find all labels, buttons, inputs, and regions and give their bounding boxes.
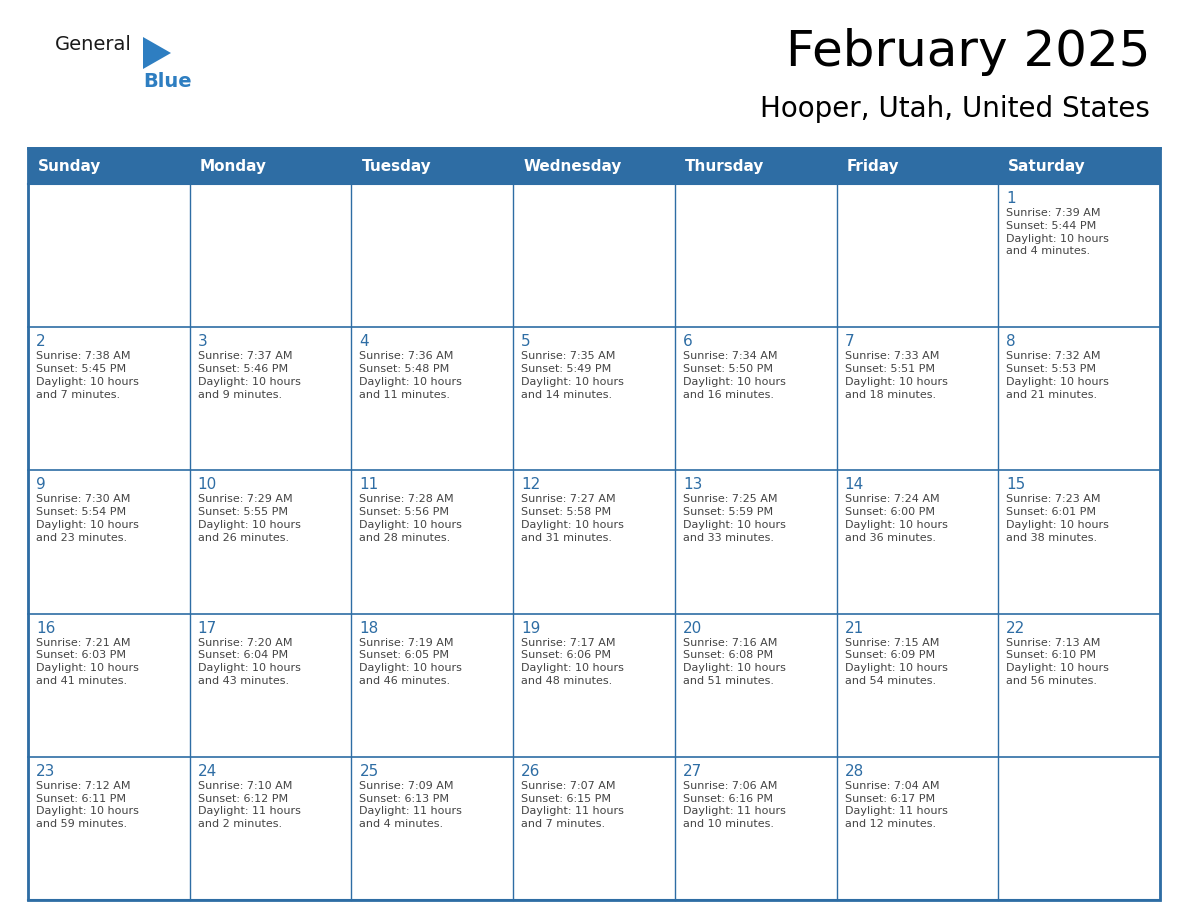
Text: Sunrise: 7:27 AM
Sunset: 5:58 PM
Daylight: 10 hours
and 31 minutes.: Sunrise: 7:27 AM Sunset: 5:58 PM Dayligh… [522,495,624,543]
Text: Sunrise: 7:38 AM
Sunset: 5:45 PM
Daylight: 10 hours
and 7 minutes.: Sunrise: 7:38 AM Sunset: 5:45 PM Dayligh… [36,352,139,399]
Bar [29,613,1159,756]
Text: 15: 15 [1006,477,1025,492]
Text: Sunrise: 7:35 AM
Sunset: 5:49 PM
Daylight: 10 hours
and 14 minutes.: Sunrise: 7:35 AM Sunset: 5:49 PM Dayligh… [522,352,624,399]
Text: Sunrise: 7:30 AM
Sunset: 5:54 PM
Daylight: 10 hours
and 23 minutes.: Sunrise: 7:30 AM Sunset: 5:54 PM Dayligh… [36,495,139,543]
Text: Sunrise: 7:06 AM
Sunset: 6:16 PM
Daylight: 11 hours
and 10 minutes.: Sunrise: 7:06 AM Sunset: 6:16 PM Dayligh… [683,781,785,829]
Bar [29,327,1159,470]
Text: 17: 17 [197,621,217,635]
Text: February 2025: February 2025 [785,28,1150,76]
Bar [29,148,1159,900]
Text: Sunrise: 7:34 AM
Sunset: 5:50 PM
Daylight: 10 hours
and 16 minutes.: Sunrise: 7:34 AM Sunset: 5:50 PM Dayligh… [683,352,785,399]
Text: Tuesday: Tuesday [361,159,431,174]
Text: 22: 22 [1006,621,1025,635]
Text: Sunrise: 7:19 AM
Sunset: 6:05 PM
Daylight: 10 hours
and 46 minutes.: Sunrise: 7:19 AM Sunset: 6:05 PM Dayligh… [360,638,462,686]
Text: 11: 11 [360,477,379,492]
Text: Saturday: Saturday [1009,159,1086,174]
Text: Wednesday: Wednesday [523,159,621,174]
Text: 6: 6 [683,334,693,349]
Text: Hooper, Utah, United States: Hooper, Utah, United States [760,95,1150,123]
Text: Blue: Blue [143,72,191,91]
Text: Sunrise: 7:04 AM
Sunset: 6:17 PM
Daylight: 11 hours
and 12 minutes.: Sunrise: 7:04 AM Sunset: 6:17 PM Dayligh… [845,781,948,829]
Text: Sunrise: 7:16 AM
Sunset: 6:08 PM
Daylight: 10 hours
and 51 minutes.: Sunrise: 7:16 AM Sunset: 6:08 PM Dayligh… [683,638,785,686]
Bar [29,184,1159,327]
Text: Sunrise: 7:29 AM
Sunset: 5:55 PM
Daylight: 10 hours
and 26 minutes.: Sunrise: 7:29 AM Sunset: 5:55 PM Dayligh… [197,495,301,543]
Text: Sunrise: 7:36 AM
Sunset: 5:48 PM
Daylight: 10 hours
and 11 minutes.: Sunrise: 7:36 AM Sunset: 5:48 PM Dayligh… [360,352,462,399]
Text: 27: 27 [683,764,702,778]
Text: Sunrise: 7:32 AM
Sunset: 5:53 PM
Daylight: 10 hours
and 21 minutes.: Sunrise: 7:32 AM Sunset: 5:53 PM Dayligh… [1006,352,1110,399]
Text: 10: 10 [197,477,217,492]
Text: 24: 24 [197,764,217,778]
Text: General: General [55,35,132,54]
Text: Thursday: Thursday [684,159,764,174]
Text: Sunrise: 7:13 AM
Sunset: 6:10 PM
Daylight: 10 hours
and 56 minutes.: Sunrise: 7:13 AM Sunset: 6:10 PM Dayligh… [1006,638,1110,686]
Bar [29,756,1159,900]
Text: Sunrise: 7:25 AM
Sunset: 5:59 PM
Daylight: 10 hours
and 33 minutes.: Sunrise: 7:25 AM Sunset: 5:59 PM Dayligh… [683,495,785,543]
Text: 21: 21 [845,621,864,635]
Text: Sunrise: 7:10 AM
Sunset: 6:12 PM
Daylight: 11 hours
and 2 minutes.: Sunrise: 7:10 AM Sunset: 6:12 PM Dayligh… [197,781,301,829]
Bar [29,470,1159,613]
Polygon shape [143,37,171,69]
Text: Sunrise: 7:24 AM
Sunset: 6:00 PM
Daylight: 10 hours
and 36 minutes.: Sunrise: 7:24 AM Sunset: 6:00 PM Dayligh… [845,495,948,543]
Text: Sunrise: 7:21 AM
Sunset: 6:03 PM
Daylight: 10 hours
and 41 minutes.: Sunrise: 7:21 AM Sunset: 6:03 PM Dayligh… [36,638,139,686]
Text: Sunrise: 7:28 AM
Sunset: 5:56 PM
Daylight: 10 hours
and 28 minutes.: Sunrise: 7:28 AM Sunset: 5:56 PM Dayligh… [360,495,462,543]
Bar [29,148,1159,184]
Text: Sunrise: 7:33 AM
Sunset: 5:51 PM
Daylight: 10 hours
and 18 minutes.: Sunrise: 7:33 AM Sunset: 5:51 PM Dayligh… [845,352,948,399]
Text: 4: 4 [360,334,369,349]
Text: 16: 16 [36,621,56,635]
Text: Sunrise: 7:12 AM
Sunset: 6:11 PM
Daylight: 10 hours
and 59 minutes.: Sunrise: 7:12 AM Sunset: 6:11 PM Dayligh… [36,781,139,829]
Text: 13: 13 [683,477,702,492]
Text: Sunrise: 7:20 AM
Sunset: 6:04 PM
Daylight: 10 hours
and 43 minutes.: Sunrise: 7:20 AM Sunset: 6:04 PM Dayligh… [197,638,301,686]
Text: 19: 19 [522,621,541,635]
Text: Sunrise: 7:23 AM
Sunset: 6:01 PM
Daylight: 10 hours
and 38 minutes.: Sunrise: 7:23 AM Sunset: 6:01 PM Dayligh… [1006,495,1110,543]
Text: 20: 20 [683,621,702,635]
Text: Sunday: Sunday [38,159,101,174]
Text: 1: 1 [1006,191,1016,206]
Text: Monday: Monday [200,159,267,174]
Text: Sunrise: 7:09 AM
Sunset: 6:13 PM
Daylight: 11 hours
and 4 minutes.: Sunrise: 7:09 AM Sunset: 6:13 PM Dayligh… [360,781,462,829]
Text: 14: 14 [845,477,864,492]
Text: 5: 5 [522,334,531,349]
Text: 2: 2 [36,334,45,349]
Text: Sunrise: 7:07 AM
Sunset: 6:15 PM
Daylight: 11 hours
and 7 minutes.: Sunrise: 7:07 AM Sunset: 6:15 PM Dayligh… [522,781,624,829]
Text: 26: 26 [522,764,541,778]
Text: 18: 18 [360,621,379,635]
Text: Sunrise: 7:15 AM
Sunset: 6:09 PM
Daylight: 10 hours
and 54 minutes.: Sunrise: 7:15 AM Sunset: 6:09 PM Dayligh… [845,638,948,686]
Text: Friday: Friday [847,159,899,174]
Text: 9: 9 [36,477,46,492]
Text: 12: 12 [522,477,541,492]
Text: Sunrise: 7:37 AM
Sunset: 5:46 PM
Daylight: 10 hours
and 9 minutes.: Sunrise: 7:37 AM Sunset: 5:46 PM Dayligh… [197,352,301,399]
Text: 28: 28 [845,764,864,778]
Text: 23: 23 [36,764,56,778]
Text: 25: 25 [360,764,379,778]
Text: Sunrise: 7:17 AM
Sunset: 6:06 PM
Daylight: 10 hours
and 48 minutes.: Sunrise: 7:17 AM Sunset: 6:06 PM Dayligh… [522,638,624,686]
Text: Sunrise: 7:39 AM
Sunset: 5:44 PM
Daylight: 10 hours
and 4 minutes.: Sunrise: 7:39 AM Sunset: 5:44 PM Dayligh… [1006,208,1110,256]
Text: 7: 7 [845,334,854,349]
Text: 8: 8 [1006,334,1016,349]
Text: 3: 3 [197,334,208,349]
